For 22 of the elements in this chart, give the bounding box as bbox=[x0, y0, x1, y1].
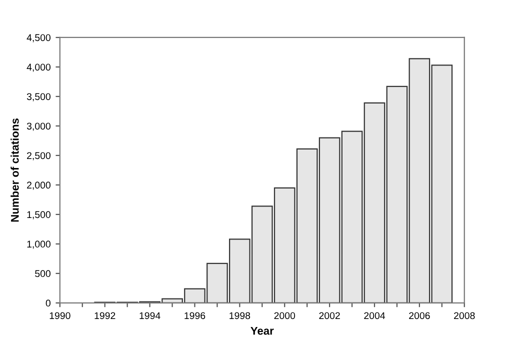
x-tick-label: 2006 bbox=[409, 312, 430, 320]
x-tick-label: 2004 bbox=[364, 312, 386, 320]
x-axis-title: Year bbox=[250, 326, 274, 335]
y-axis-title: Number of citations bbox=[10, 118, 19, 222]
y-tick-label: 2,000 bbox=[27, 182, 50, 190]
y-tick-label: 1,000 bbox=[27, 240, 50, 249]
y-tick-label: 0 bbox=[46, 300, 50, 307]
y-tick-label: 500 bbox=[35, 270, 50, 278]
y-tick-label: 3,500 bbox=[26, 93, 50, 102]
x-tick-label: 1998 bbox=[230, 312, 250, 320]
x-tick-label: 1996 bbox=[184, 312, 206, 320]
x-tick-label: 1994 bbox=[140, 312, 160, 320]
x-tick-label: 1990 bbox=[50, 312, 70, 320]
x-tick-label: 2000 bbox=[274, 312, 296, 320]
x-tick-label: 2008 bbox=[454, 312, 475, 320]
y-tick-label: 2,500 bbox=[27, 152, 50, 160]
x-tick-label: 1992 bbox=[94, 312, 116, 320]
y-tick-label: 3,000 bbox=[26, 122, 50, 131]
y-tick-label: 4,000 bbox=[26, 64, 50, 72]
y-tick-label: 4,500 bbox=[26, 34, 50, 42]
y-tick-label: 1,500 bbox=[27, 211, 50, 220]
x-tick-label: 2002 bbox=[319, 312, 340, 320]
